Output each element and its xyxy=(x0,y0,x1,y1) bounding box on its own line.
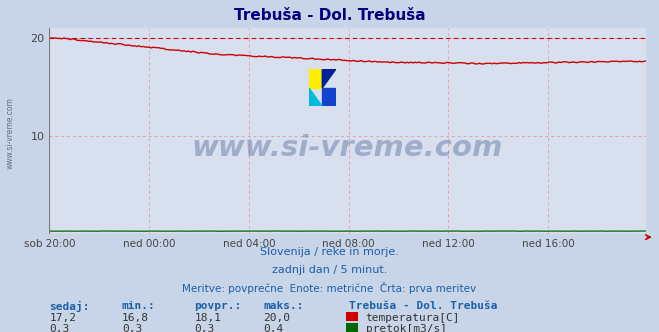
Text: www.si-vreme.com: www.si-vreme.com xyxy=(5,97,14,169)
Text: maks.:: maks.: xyxy=(264,301,304,311)
Text: pretok[m3/s]: pretok[m3/s] xyxy=(366,324,447,332)
Polygon shape xyxy=(309,88,322,107)
Text: Trebuša - Dol. Trebuša: Trebuša - Dol. Trebuša xyxy=(234,8,425,23)
Text: 0,4: 0,4 xyxy=(264,324,284,332)
Text: 0,3: 0,3 xyxy=(122,324,142,332)
Text: zadnji dan / 5 minut.: zadnji dan / 5 minut. xyxy=(272,265,387,275)
Text: min.:: min.: xyxy=(122,301,156,311)
Text: sedaj:: sedaj: xyxy=(49,301,90,312)
Text: 16,8: 16,8 xyxy=(122,313,149,323)
Text: 0,3: 0,3 xyxy=(194,324,215,332)
Bar xyxy=(322,88,335,107)
Text: 0,3: 0,3 xyxy=(49,324,70,332)
Text: 17,2: 17,2 xyxy=(49,313,76,323)
Polygon shape xyxy=(322,69,335,88)
Text: povpr.:: povpr.: xyxy=(194,301,242,311)
Text: Trebuša - Dol. Trebuša: Trebuša - Dol. Trebuša xyxy=(349,301,498,311)
Text: Slovenija / reke in morje.: Slovenija / reke in morje. xyxy=(260,247,399,257)
Text: Meritve: povprečne  Enote: metrične  Črta: prva meritev: Meritve: povprečne Enote: metrične Črta:… xyxy=(183,282,476,294)
Text: temperatura[C]: temperatura[C] xyxy=(366,313,460,323)
Text: 18,1: 18,1 xyxy=(194,313,221,323)
Bar xyxy=(309,69,322,88)
Text: www.si-vreme.com: www.si-vreme.com xyxy=(192,133,503,162)
Text: 20,0: 20,0 xyxy=(264,313,291,323)
